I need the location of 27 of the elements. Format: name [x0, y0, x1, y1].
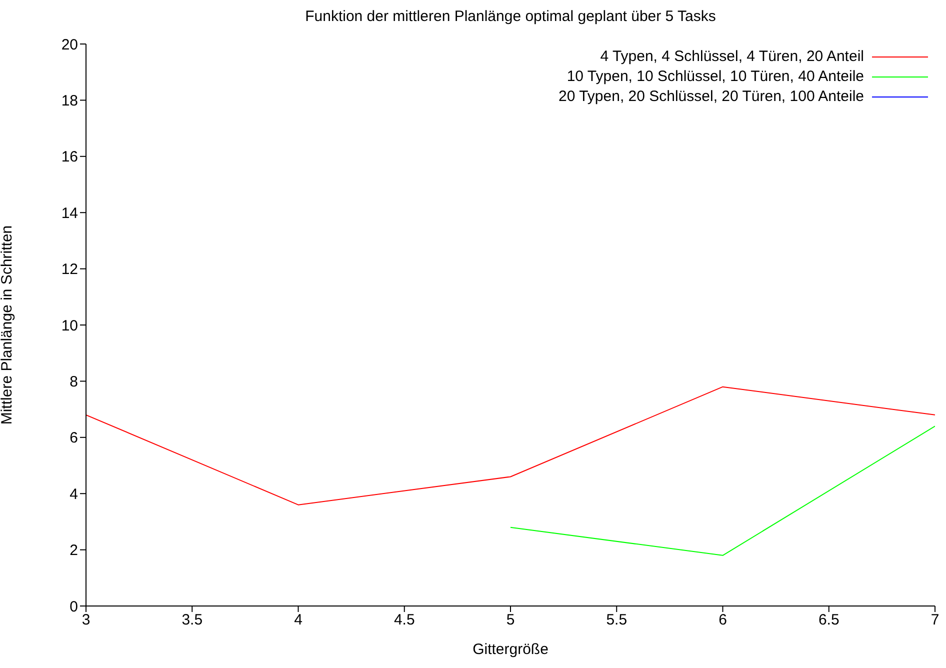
y-tick-label: 4: [70, 486, 78, 503]
y-tick-label: 6: [70, 430, 78, 447]
y-tick-label: 0: [70, 598, 78, 616]
x-tick-label: 5: [506, 612, 515, 629]
y-axis-title: Mittlere Planlänge in Schritten: [0, 225, 16, 425]
y-tick-label: 12: [61, 261, 78, 278]
y-tick-label: 16: [61, 148, 78, 166]
x-tick-label: 3.5: [182, 612, 203, 629]
x-tick-label: 4: [294, 612, 302, 629]
x-tick-label: 5.5: [606, 612, 628, 629]
line-series: [86, 386, 935, 506]
y-tick-label: 2: [70, 542, 78, 560]
x-tick-label: 7: [930, 612, 940, 629]
x-tick-label: 6.5: [818, 612, 840, 629]
x-tick-label: 4.5: [394, 612, 415, 629]
y-tick-label: 14: [61, 204, 78, 222]
x-axis-title: Gittergröße: [472, 641, 548, 658]
y-tick-label: 8: [70, 374, 78, 391]
legend-label: 4 Typen, 4 Schlüssel, 4 Türen, 20 Anteil: [600, 48, 864, 65]
chart-title: Funktion der mittleren Planlänge optimal geplant über 5 Tasks: [304, 8, 717, 25]
y-tick-label: 10: [61, 317, 78, 334]
x-tick-label: 6: [718, 612, 727, 629]
y-tick-label: 18: [61, 92, 78, 110]
x-tick-label: 3: [82, 612, 90, 629]
legend-label: 10 Typen, 10 Schlüssel, 10 Türen, 40 Anteile: [566, 68, 864, 85]
legend-label: 20 Typen, 20 Schlüssel, 20 Türen, 100 Anteile: [558, 88, 864, 105]
y-tick-label: 20: [61, 36, 78, 54]
